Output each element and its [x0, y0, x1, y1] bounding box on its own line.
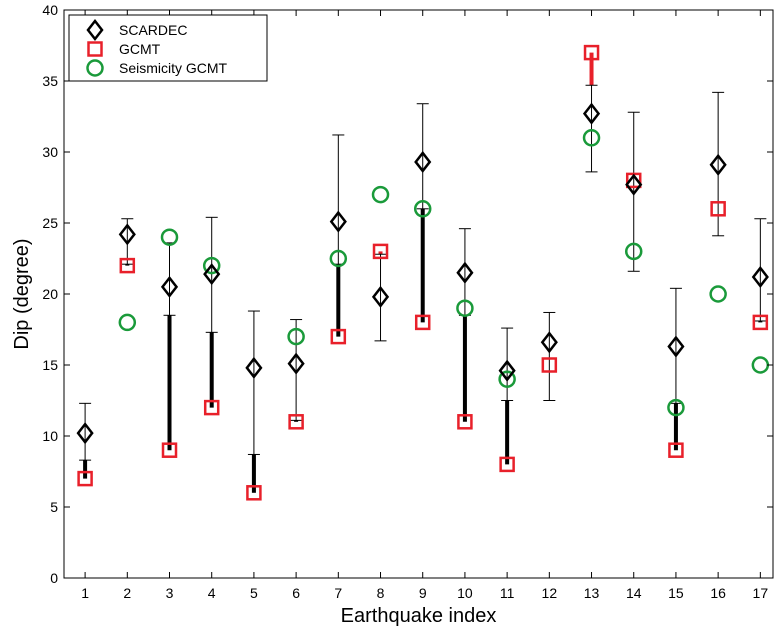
scardec-point	[118, 223, 136, 246]
x-tick-label: 2	[123, 585, 131, 601]
x-tick-label: 15	[668, 585, 684, 601]
seismicity-gcmt-point	[287, 327, 305, 346]
seismicity-gcmt-point	[371, 185, 390, 204]
legend-label-scardec: SCARDEC	[119, 22, 187, 38]
x-tick-label: 9	[419, 585, 427, 601]
seismicity-gcmt-point	[709, 285, 727, 303]
y-tick-label: 10	[42, 428, 58, 444]
y-tick-label: 30	[42, 144, 58, 160]
legend-label-seismicity-gcmt: Seismicity GCMT	[119, 60, 228, 76]
y-tick-label: 20	[42, 286, 58, 302]
data-markers	[76, 44, 770, 501]
scardec-point	[245, 356, 263, 379]
legend-entry-gcmt: GCMT	[87, 41, 161, 57]
x-tick-label: 16	[710, 585, 726, 601]
scardec-point	[371, 285, 390, 308]
scardec-point	[582, 102, 601, 125]
legend-entry-seismicity-gcmt: Seismicity GCMT	[86, 59, 228, 77]
scardec-point	[76, 422, 94, 445]
gcmt-point	[119, 257, 136, 274]
seismicity-gcmt-point	[329, 249, 348, 268]
seismicity-gcmt-point	[202, 256, 221, 275]
x-tick-label: 6	[292, 585, 300, 601]
y-tick-label: 15	[42, 357, 58, 373]
discrepancy-bars	[83, 52, 763, 493]
gcmt-point	[457, 414, 473, 430]
gcmt-point	[372, 243, 389, 260]
y-tick-label: 0	[50, 570, 58, 586]
x-tick-label: 11	[500, 585, 515, 601]
x-tick-label: 3	[166, 585, 174, 601]
scardec-point	[414, 150, 432, 173]
scardec-point	[667, 335, 685, 358]
legend: SCARDEC GCMT Seismicity GCMT	[68, 14, 268, 82]
axes: 1 2 3 4 5 6 7 8 9 10 11 12 13 14 15 16 17051015202530354…	[42, 2, 774, 601]
gcmt-point	[246, 485, 262, 501]
scardec-point	[709, 153, 727, 176]
seismicity-gcmt-point	[667, 398, 685, 417]
gcmt-point	[203, 399, 220, 416]
gcmt-point	[414, 314, 431, 331]
scardec-point	[456, 261, 474, 284]
gcmt-point	[499, 456, 515, 473]
legend-label-gcmt: GCMT	[119, 41, 161, 57]
x-tick-label: 10	[457, 585, 473, 601]
legend-marker-circle	[86, 59, 104, 77]
seismicity-gcmt-point	[498, 370, 516, 388]
x-tick-label: 8	[377, 585, 385, 601]
legend-marker-diamond	[86, 18, 104, 42]
y-tick-label: 5	[50, 499, 58, 515]
seismicity-gcmt-point	[624, 242, 643, 261]
x-tick-label: 17	[753, 585, 769, 601]
x-tick-label: 7	[334, 585, 342, 601]
seismicity-gcmt-point	[582, 129, 601, 147]
x-axis-label: Earthquake index	[341, 605, 497, 627]
scardec-point	[287, 352, 305, 375]
x-tick-label: 13	[584, 585, 600, 601]
gcmt-point	[752, 314, 769, 331]
gcmt-point	[668, 442, 684, 458]
seismicity-gcmt-point	[118, 313, 137, 332]
x-tick-label: 1	[81, 585, 89, 601]
x-tick-label: 14	[626, 585, 642, 601]
y-tick-label: 35	[42, 73, 58, 89]
scardec-point	[540, 331, 558, 354]
x-tick-label: 5	[250, 585, 258, 601]
y-tick-label: 40	[42, 2, 58, 18]
seismicity-gcmt-point	[160, 228, 179, 246]
seismicity-gcmt-point	[456, 299, 474, 317]
scardec-point	[625, 173, 643, 196]
gcmt-point	[541, 357, 558, 373]
legend-entry-scardec: SCARDEC	[86, 18, 187, 42]
scardec-point	[751, 265, 769, 288]
gcmt-point	[583, 44, 600, 61]
gcmt-point	[710, 201, 726, 217]
seismicity-gcmt-point	[413, 200, 432, 218]
seismicity-gcmt-point	[751, 356, 770, 374]
gcmt-point	[288, 414, 304, 430]
y-tick-label: 25	[42, 215, 58, 231]
x-tick-label: 4	[208, 585, 216, 601]
x-tick-label: 12	[542, 585, 558, 601]
gcmt-point	[161, 442, 178, 458]
scardec-point	[498, 359, 516, 382]
y-axis-label: Dip (degree)	[11, 238, 33, 349]
scardec-point	[329, 210, 347, 233]
legend-marker-square	[87, 41, 103, 57]
scardec-point	[160, 275, 179, 298]
scardec-point	[203, 263, 221, 286]
gcmt-point	[330, 328, 347, 345]
gcmt-point	[77, 470, 93, 487]
